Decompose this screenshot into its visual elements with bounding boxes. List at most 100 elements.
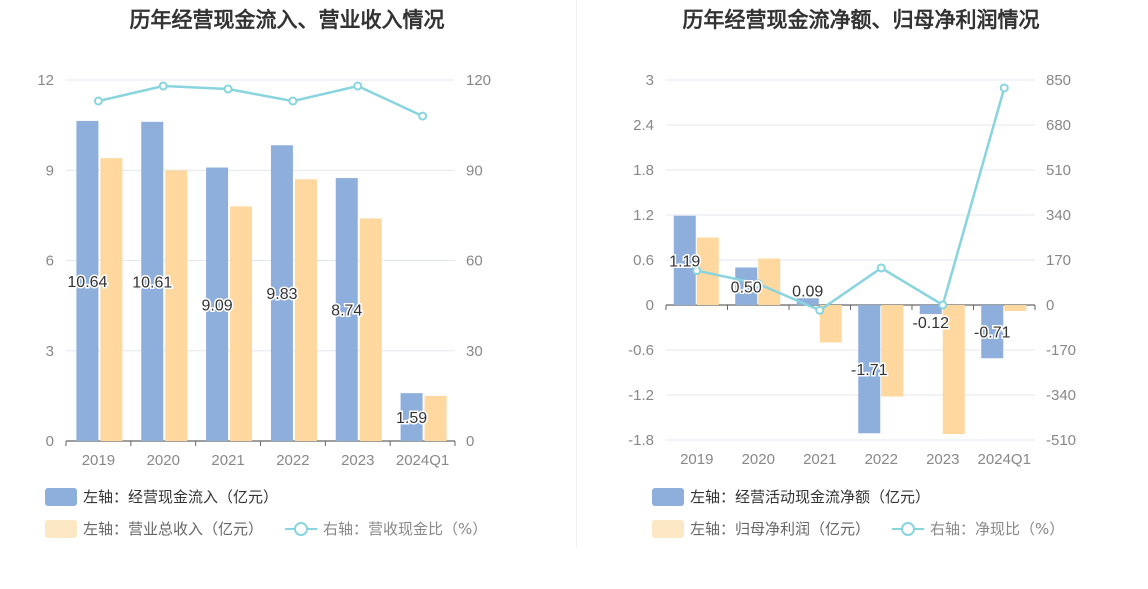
line-point <box>93 96 103 106</box>
line-point <box>815 305 825 315</box>
left-axis-tick-label: 9 <box>46 162 54 179</box>
right-axis-tick-label: 510 <box>1046 162 1071 179</box>
legend-label: 左轴：营业总收入（亿元） <box>83 520 264 538</box>
x-axis-tick-label: 2022 <box>865 451 898 468</box>
chart-title: 历年经营现金流净额、归母净利润情况 <box>682 8 1040 32</box>
data-label: 10.64 <box>67 274 107 291</box>
left-axis-tick-label: 3 <box>646 72 654 89</box>
legend-label: 右轴：净现比（%） <box>930 520 1065 538</box>
legend-swatch-bar1 <box>45 487 77 506</box>
right-axis-tick-label: 0 <box>466 433 474 450</box>
left-axis-tick-label: 0.6 <box>633 252 654 269</box>
left-axis-tick-label: 6 <box>46 253 54 270</box>
bar-series-1 <box>858 305 881 434</box>
right-axis-tick-label: 30 <box>466 343 483 360</box>
legend-row-2: 左轴：营业总收入（亿元） 右轴：营收现金比（%） <box>45 518 509 539</box>
left-axis-tick-label: 2.4 <box>633 117 654 134</box>
legend-item-revenue[interactable]: 左轴：营业总收入（亿元） <box>45 518 263 539</box>
bar-series-1 <box>141 121 164 442</box>
panel-divider <box>576 0 577 548</box>
legend-line-icon <box>892 521 925 536</box>
legend-label: 左轴：经营现金流入（亿元） <box>83 488 279 506</box>
x-axis-tick-label: 2024Q1 <box>396 452 449 469</box>
right-axis-tick-label: 60 <box>466 253 483 270</box>
x-axis-tick-label: 2021 <box>803 451 836 468</box>
legend-swatch-bar1 <box>652 487 684 506</box>
bar-series-1 <box>735 267 758 305</box>
bar-series-1 <box>76 120 99 441</box>
line-point <box>418 111 428 121</box>
line-series <box>696 87 1006 312</box>
right-axis-tick-label: 90 <box>466 162 483 179</box>
legend-item-cash-inflow[interactable]: 左轴：经营现金流入（亿元） <box>45 486 278 507</box>
line-point <box>753 279 763 289</box>
right-axis-tick-label: -340 <box>1046 387 1076 404</box>
chart-panel-cashflow-revenue: 历年经营现金流入、营业收入情况 0 0 3 30 6 60 9 90 12 120 2019 2020… <box>37 8 509 539</box>
left-axis-tick-label: 12 <box>37 72 54 89</box>
right-axis-tick-label: -510 <box>1046 432 1076 449</box>
bar-series-2 <box>1004 305 1027 311</box>
bar-series-2 <box>881 305 904 397</box>
bar-series-2 <box>294 179 317 441</box>
data-label: 9.09 <box>202 297 233 314</box>
bar-series-1 <box>673 215 696 305</box>
chart-title: 历年经营现金流入、营业收入情况 <box>129 8 445 32</box>
bar-series-1 <box>335 178 358 442</box>
legend-item-ratio-line[interactable]: 右轴：净现比（%） <box>892 518 1064 539</box>
data-label: 1.19 <box>669 253 700 270</box>
legend-row-2: 左轴：归母净利润（亿元） 右轴：净现比（%） <box>652 518 1086 539</box>
bar-series-2 <box>230 206 253 441</box>
left-axis-tick-label: 1.8 <box>633 162 654 179</box>
line-point <box>158 81 168 91</box>
chart-plot-area: -1.8 -510 -1.2 -340 -0.6 -170 0 0 0.6 170 1.2 340 1.… <box>628 72 1076 468</box>
bar-series-2 <box>165 170 188 441</box>
bar-series-1 <box>919 305 942 314</box>
line-point <box>288 96 298 106</box>
legend-item-net-profit[interactable]: 左轴：归母净利润（亿元） <box>652 518 870 539</box>
right-axis-tick-label: 680 <box>1046 117 1071 134</box>
data-label: -0.12 <box>913 315 950 332</box>
legend-swatch-bar2 <box>45 519 77 538</box>
bar-series-1 <box>981 305 1004 359</box>
line-point <box>999 83 1009 93</box>
data-label: -0.71 <box>974 325 1011 342</box>
data-label: 10.61 <box>132 274 172 291</box>
chart-panel-netcash-profit: 历年经营现金流净额、归母净利润情况 -1.8 -510 -1.2 -340 -0.6 -1… <box>574 0 1148 589</box>
bar-series-2 <box>942 305 965 434</box>
right-axis-tick-label: 120 <box>466 72 491 89</box>
left-axis-tick-label: 3 <box>46 343 54 360</box>
legend-row-1: 左轴：经营活动现金流净额（亿元） <box>652 486 952 507</box>
line-point <box>692 266 702 276</box>
left-axis-tick-label: -1.8 <box>628 432 654 449</box>
line-point <box>876 263 886 273</box>
legend-item-net-cash[interactable]: 左轴：经营活动现金流净额（亿元） <box>652 486 930 507</box>
right-axis-tick-label: 340 <box>1046 207 1071 224</box>
x-axis-tick-label: 2020 <box>742 451 775 468</box>
legend-label: 左轴：经营活动现金流净额（亿元） <box>690 488 931 506</box>
bar-series-1 <box>796 298 819 305</box>
legend-row-1: 左轴：经营现金流入（亿元） <box>45 486 300 507</box>
legend-item-ratio-line[interactable]: 右轴：营收现金比（%） <box>285 518 487 539</box>
data-label: 0.09 <box>792 283 823 300</box>
data-label: 1.59 <box>396 410 427 427</box>
right-axis-tick-label: 170 <box>1046 252 1071 269</box>
left-axis-tick-label: -1.2 <box>628 387 654 404</box>
left-axis-tick-label: 0 <box>646 297 654 314</box>
legend-swatch-bar2 <box>652 519 684 538</box>
legend-label: 右轴：营收现金比（%） <box>323 520 488 538</box>
bar-series-2 <box>424 395 447 441</box>
legend-label: 左轴：归母净利润（亿元） <box>690 520 871 538</box>
left-axis-tick-label: -0.6 <box>628 342 654 359</box>
x-axis-tick-label: 2019 <box>82 452 115 469</box>
line-point <box>938 300 948 310</box>
x-axis-tick-label: 2024Q1 <box>978 451 1031 468</box>
bar-series-2 <box>696 237 719 305</box>
bar-series-2 <box>100 158 123 441</box>
x-axis-tick-label: 2023 <box>926 451 959 468</box>
x-axis-tick-label: 2019 <box>680 451 713 468</box>
data-label: 9.83 <box>266 286 297 303</box>
data-label: 8.74 <box>331 303 362 320</box>
left-axis-tick-label: 0 <box>46 433 54 450</box>
bar-series-1 <box>270 145 293 442</box>
bar-series-2 <box>359 218 382 441</box>
